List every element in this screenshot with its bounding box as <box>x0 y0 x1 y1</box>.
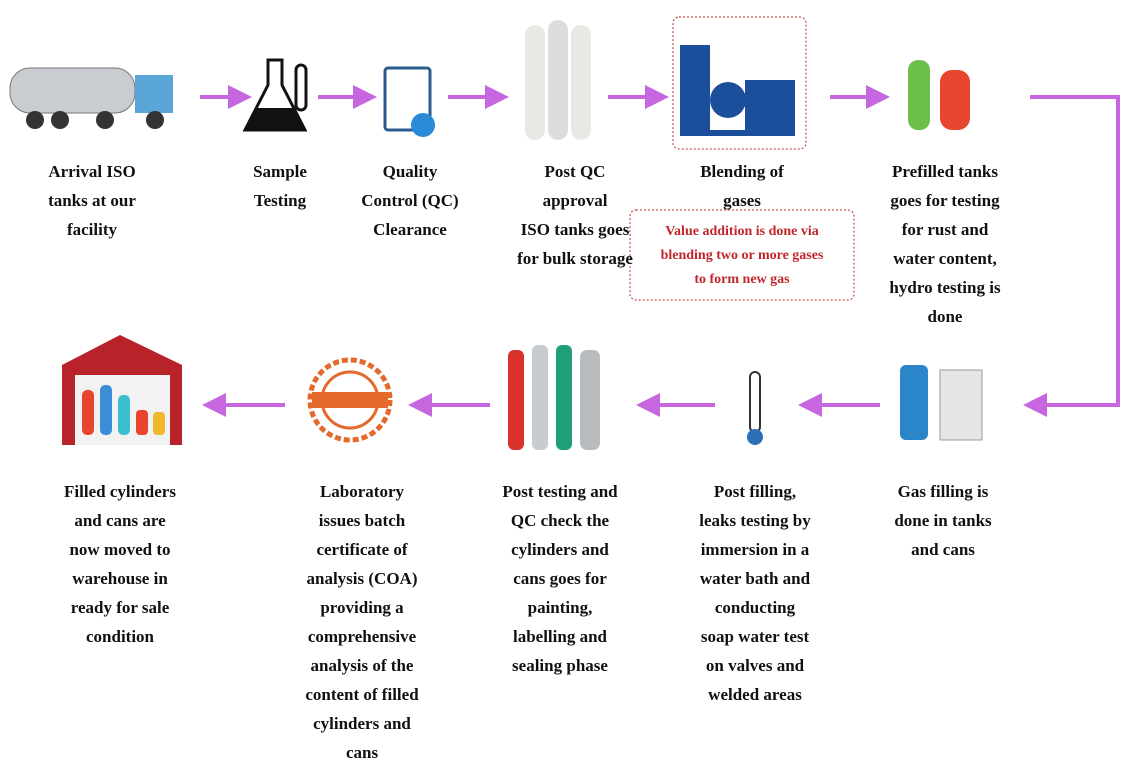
step-label: now moved to <box>69 540 170 559</box>
step-label: Quality <box>383 162 438 181</box>
note-text: to form new gas <box>694 272 790 287</box>
step-label: Blending of <box>700 162 784 181</box>
step-label: analysis of the <box>311 656 414 675</box>
step-label: gases <box>723 191 761 210</box>
step-label: Post testing and <box>502 482 618 501</box>
step-label: Testing <box>254 191 307 210</box>
step-label: done <box>928 307 963 326</box>
step-label: Gas filling is <box>898 482 989 501</box>
step-label: Post filling, <box>714 482 796 501</box>
icons <box>9 16 983 450</box>
step-label: hydro testing is <box>889 278 1001 297</box>
step-label: for bulk storage <box>517 249 633 268</box>
step-label: tanks at our <box>48 191 136 210</box>
step-label: issues batch <box>319 511 406 530</box>
step-label: comprehensive <box>308 627 417 646</box>
step-label: Laboratory <box>320 482 405 501</box>
step-label: water content, <box>893 249 997 268</box>
step-label: warehouse in <box>72 569 168 588</box>
step-label: providing a <box>320 598 404 617</box>
step-label: QC check the <box>511 511 610 530</box>
step-label: sealing phase <box>512 656 608 675</box>
step-label: Filled cylinders <box>64 482 176 501</box>
step-label: goes for testing <box>890 191 1000 210</box>
step-label: Post QC <box>545 162 606 181</box>
step-label: painting, <box>528 598 593 617</box>
step-label: Arrival ISO <box>48 162 135 181</box>
step-label: done in tanks <box>894 511 992 530</box>
step-label: Control (QC) <box>361 191 458 210</box>
step-label: on valves and <box>706 656 805 675</box>
step-label: facility <box>67 220 118 239</box>
step-label: cylinders and <box>511 540 609 559</box>
step-label: water bath and <box>700 569 811 588</box>
note-text: Value addition is done via <box>665 224 819 239</box>
step-label: cans goes for <box>513 569 607 588</box>
step-label: soap water test <box>701 627 810 646</box>
labels: Arrival ISO tanks at our facility Sample Tes… <box>48 162 1001 762</box>
step-label: ISO tanks goes <box>521 220 630 239</box>
step-label: cans <box>346 743 379 762</box>
step-label: Clearance <box>373 220 447 239</box>
step-label: cylinders and <box>313 714 411 733</box>
step-label: and cans are <box>74 511 166 530</box>
step-label: Prefilled tanks <box>892 162 998 181</box>
step-label: Sample <box>253 162 307 181</box>
step-label: analysis (COA) <box>307 569 418 588</box>
step-label: welded areas <box>708 685 802 704</box>
step-label: content of filled <box>305 685 419 704</box>
step-label: immersion in a <box>701 540 810 559</box>
step-label: conducting <box>715 598 796 617</box>
step-label: for rust and <box>902 220 989 239</box>
step-label: approval <box>543 191 608 210</box>
arrows <box>200 85 1120 417</box>
step-label: labelling and <box>513 627 608 646</box>
step-label: and cans <box>911 540 975 559</box>
step-label: condition <box>86 627 155 646</box>
note-text: blending two or more gases <box>661 248 824 263</box>
step-label: leaks testing by <box>699 511 811 530</box>
step-label: certificate of <box>316 540 407 559</box>
step-label: ready for sale <box>71 598 170 617</box>
